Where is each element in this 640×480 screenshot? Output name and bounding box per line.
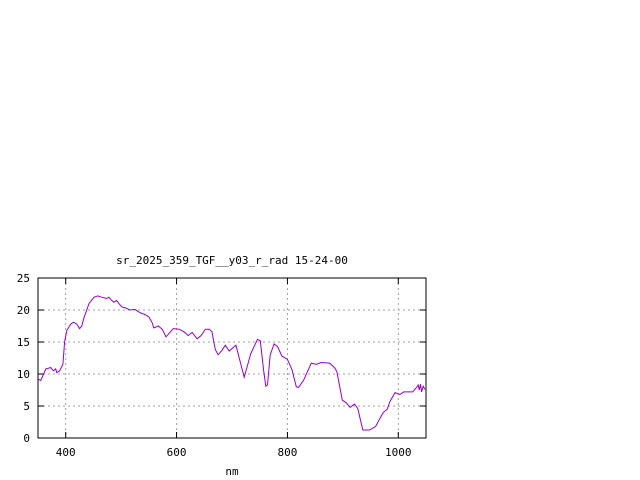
- x-tick-label: 800: [277, 446, 297, 459]
- x-tick-label: 600: [167, 446, 187, 459]
- y-tick-label: 10: [17, 368, 30, 381]
- y-tick-label: 0: [23, 432, 30, 445]
- y-tick-label: 5: [23, 400, 30, 413]
- x-tick-label: 400: [56, 446, 76, 459]
- y-tick-label: 20: [17, 304, 30, 317]
- y-tick-label: 25: [17, 272, 30, 285]
- x-axis-label: nm: [225, 465, 239, 478]
- axis-ticks: 0 5 10 15 20 25 400 600 800 1000: [17, 272, 426, 459]
- plot-border: [37, 277, 427, 439]
- chart-title: sr_2025_359_TGF__y03_r_rad 15-24-00: [116, 254, 348, 267]
- x-tick-label: 1000: [385, 446, 412, 459]
- y-tick-label: 15: [17, 336, 30, 349]
- series-line: [37, 295, 426, 431]
- grid: [38, 278, 426, 438]
